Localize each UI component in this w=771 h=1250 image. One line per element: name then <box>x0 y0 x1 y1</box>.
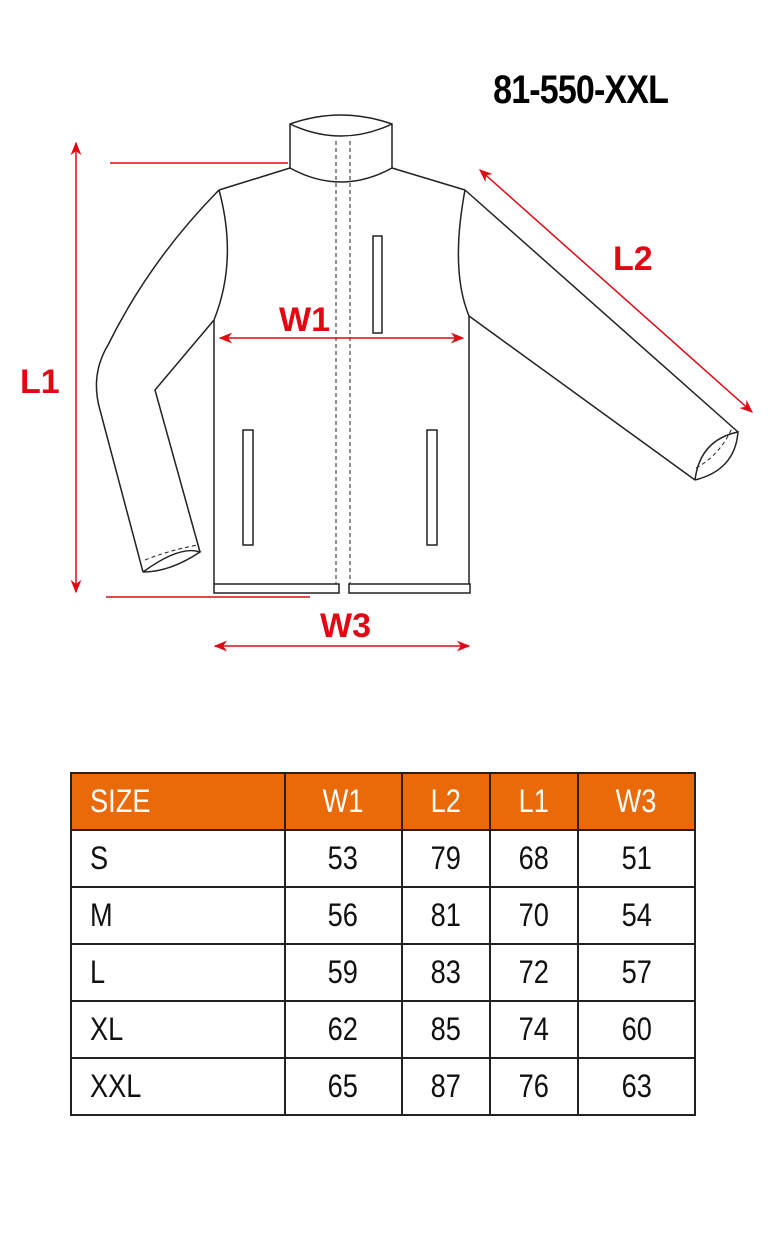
hem-right <box>348 583 471 594</box>
measurement-cell: 83 <box>400 943 491 1002</box>
l1-label: L1 <box>20 363 60 401</box>
measurement-cell: 85 <box>400 1000 491 1059</box>
cuff-stitching <box>144 427 733 561</box>
w3-label: W3 <box>320 607 371 645</box>
measurement-cell: 60 <box>576 1000 697 1059</box>
zipper <box>335 141 351 584</box>
hem-left <box>213 583 340 594</box>
chest-pocket <box>372 235 383 334</box>
measurement-cell: 74 <box>488 1000 579 1059</box>
table-header-row: SIZE W1 L2 L1 W3 <box>70 772 697 831</box>
measurement-cell: 59 <box>283 943 403 1002</box>
measurement-cell: 70 <box>488 886 579 945</box>
measurement-cell: 81 <box>400 886 491 945</box>
measurement-lines <box>70 141 754 652</box>
w1-label: W1 <box>279 301 330 339</box>
measurement-cell: 63 <box>576 1057 697 1116</box>
jacket-diagram: L1 W1 L2 W3 <box>20 114 754 652</box>
measurement-cell: 51 <box>576 829 697 888</box>
measurement-cell: 72 <box>488 943 579 1002</box>
table-row: XXL 65 87 76 63 <box>70 1057 697 1116</box>
measurement-cell: 79 <box>400 829 491 888</box>
size-cell: S <box>70 829 286 888</box>
measurement-cell: 68 <box>488 829 579 888</box>
measurement-cell: 57 <box>576 943 697 1002</box>
table-row: XL 62 85 74 60 <box>70 1000 697 1059</box>
measurement-cell: 54 <box>576 886 697 945</box>
measurement-cell: 87 <box>400 1057 491 1116</box>
left-sleeve <box>95 189 229 573</box>
measurement-cell: 62 <box>283 1000 403 1059</box>
measurement-cell: 76 <box>488 1057 579 1116</box>
size-cell: XL <box>70 1000 286 1059</box>
collar <box>289 114 393 183</box>
header-w3: W3 <box>576 772 697 831</box>
right-pocket <box>426 429 438 546</box>
jacket-outline <box>95 114 739 594</box>
product-code-title: 81-550-XXL <box>493 68 669 112</box>
collar-fold <box>289 123 393 137</box>
l2-arrow <box>478 169 754 413</box>
left-shoulder <box>218 167 291 191</box>
table-row: M 56 81 70 54 <box>70 886 697 945</box>
body-sides <box>213 316 470 584</box>
header-l1: L1 <box>488 772 579 831</box>
size-table: SIZE W1 L2 L1 W3 S 53 79 68 51 M 56 81 70 54 L 59 83… <box>70 772 697 1116</box>
size-cell: L <box>70 943 286 1002</box>
l2-label: L2 <box>613 240 653 278</box>
measurement-cell: 53 <box>283 829 403 888</box>
table-row: S 53 79 68 51 <box>70 829 697 888</box>
table-row: L 59 83 72 57 <box>70 943 697 1002</box>
size-cell: M <box>70 886 286 945</box>
header-w1: W1 <box>283 772 403 831</box>
measurement-cell: 56 <box>283 886 403 945</box>
right-sleeve <box>457 189 739 481</box>
left-cuff <box>142 549 202 573</box>
size-cell: XXL <box>70 1057 286 1116</box>
right-cuff <box>694 431 739 481</box>
left-pocket <box>242 429 254 546</box>
measurement-cell: 65 <box>283 1057 403 1116</box>
header-size: SIZE <box>70 772 286 831</box>
right-shoulder <box>391 167 466 191</box>
header-l2: L2 <box>400 772 491 831</box>
